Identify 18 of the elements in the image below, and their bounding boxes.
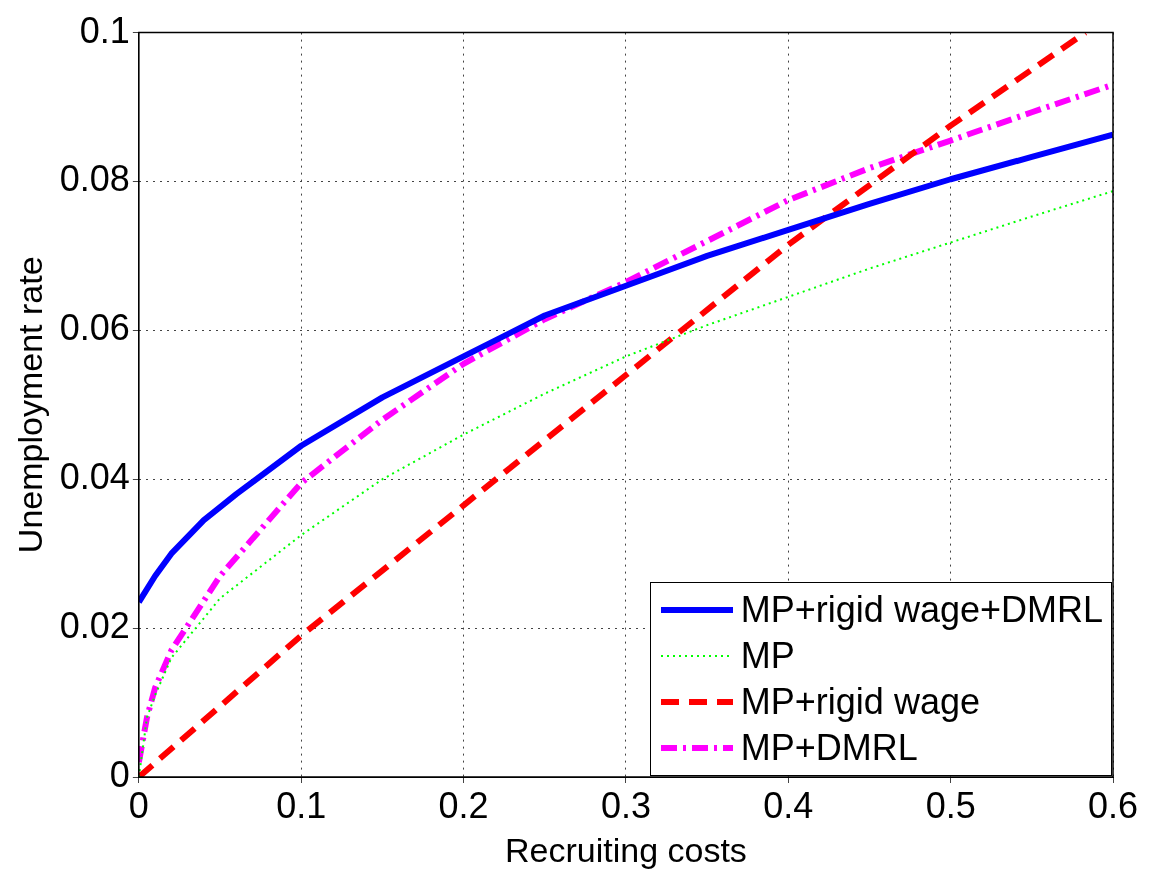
y-tick-label: 0.02 [59, 605, 130, 647]
x-tick-label: 0.5 [925, 784, 976, 826]
y-tick-label: 0.04 [59, 456, 130, 498]
legend-label: MP+DMRL [740, 726, 918, 769]
x-tick-label: 0.2 [438, 784, 489, 826]
x-tick-label: 0.3 [600, 784, 651, 826]
x-tick-label: 0.6 [1087, 784, 1139, 826]
y-tick-label: 0.1 [79, 9, 130, 51]
x-tick-label: 0.1 [276, 784, 327, 826]
y-tick-label: 0.06 [59, 307, 130, 349]
y-tick-label: 0 [109, 753, 130, 795]
legend-label: MP+rigid wage [740, 680, 980, 723]
y-axis-title: Unemployment rate [10, 256, 49, 554]
x-tick-label: 0.4 [763, 784, 814, 826]
legend-label: MP+rigid wage+DMRL [740, 588, 1103, 631]
x-axis-title: Recruiting costs [505, 830, 747, 869]
legend-label: MP [740, 634, 795, 677]
y-tick-label: 0.08 [59, 158, 130, 200]
